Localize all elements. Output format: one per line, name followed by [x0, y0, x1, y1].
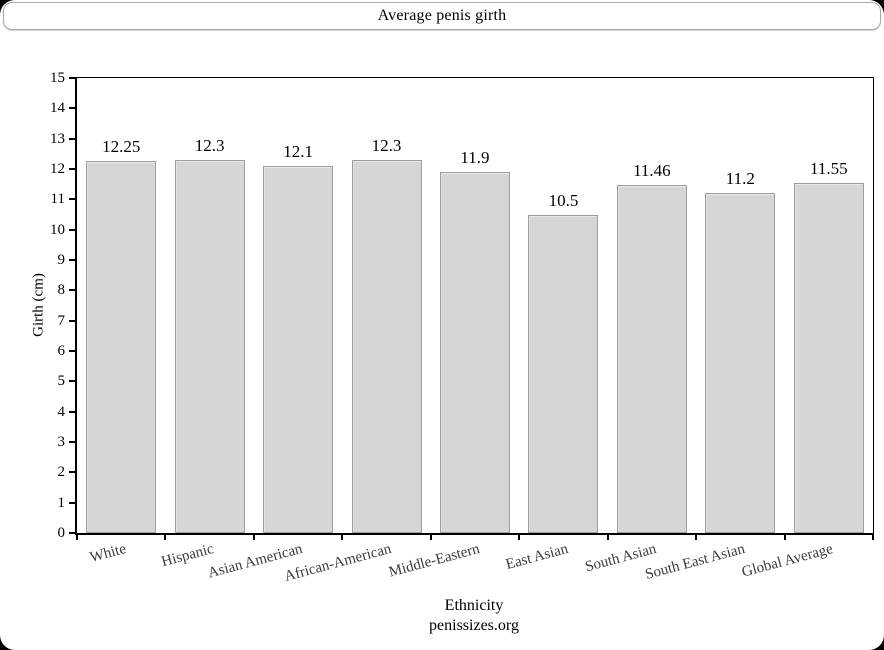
y-tick [69, 410, 77, 413]
y-tick-label: 2 [57, 464, 66, 481]
x-tick [518, 533, 521, 540]
y-tick [69, 289, 77, 292]
bar-value-label: 12.3 [371, 135, 402, 155]
bar [705, 193, 776, 533]
y-tick [69, 228, 77, 231]
y-tick-label: 11 [50, 191, 65, 208]
y-tick-label: 14 [50, 100, 65, 117]
y-tick [69, 380, 77, 383]
y-tick-label: 4 [57, 403, 66, 420]
y-tick-label: 10 [50, 221, 65, 238]
y-tick [69, 77, 77, 79]
x-category-label: South East Asian [643, 541, 747, 583]
bar [440, 172, 510, 533]
bar [793, 182, 864, 533]
bar-value-label: 10.5 [548, 190, 579, 210]
x-tick [341, 533, 344, 540]
x-tick [252, 533, 255, 540]
x-tick [76, 533, 78, 540]
bar [528, 214, 599, 533]
bar [86, 161, 157, 533]
y-tick-label: 12 [50, 161, 65, 177]
x-tick [783, 533, 786, 540]
y-tick-label: 8 [57, 282, 66, 299]
y-tick-label: 7 [57, 312, 66, 329]
bar-value-label: 11.2 [725, 169, 755, 189]
x-category-label: Global Average [740, 541, 835, 581]
y-tick [69, 350, 77, 352]
bar-value-label: 12.1 [283, 141, 313, 161]
bar-value-label: 11.46 [633, 161, 671, 181]
y-tick [69, 319, 77, 322]
y-tick-label: 1 [57, 494, 66, 511]
y-tick [69, 137, 77, 140]
x-tick [164, 533, 167, 540]
y-tick [69, 441, 77, 443]
bar-value-label: 12.25 [102, 137, 141, 157]
y-tick-label: 0 [57, 525, 66, 541]
y-tick [69, 198, 77, 201]
x-tick [429, 533, 432, 540]
y-tick [69, 501, 77, 504]
plot-area: 12.25 12.3 12.1 12.3 11.9 10.5 11.46 11.2 11.55 0… [50, 70, 874, 585]
y-tick-label: 15 [50, 70, 65, 86]
bar [263, 165, 334, 533]
y-tick-label: 13 [50, 130, 65, 147]
y-tick [69, 168, 77, 170]
x-tick [695, 533, 698, 540]
y-tick-label: 5 [57, 373, 66, 390]
bar [616, 185, 687, 533]
y-tick-label: 6 [57, 343, 66, 359]
x-category-label: East Asian [503, 541, 570, 573]
bar-value-label: 12.3 [194, 135, 225, 155]
y-tick [69, 107, 77, 110]
y-tick [69, 532, 77, 534]
source-text: penissizes.org [429, 617, 519, 634]
y-tick-label: 9 [57, 252, 66, 268]
x-tick [606, 533, 609, 540]
bar [174, 159, 245, 533]
chart-title: Average penis girth [377, 7, 507, 24]
x-axis-title: Ethnicity [444, 597, 504, 614]
x-category-label: Middle-Eastern [386, 541, 482, 581]
y-tick-label: 3 [57, 434, 66, 450]
bar-value-label: 11.55 [809, 158, 848, 178]
bar-value-label: 11.9 [460, 148, 490, 168]
title-bar: Average penis girth [3, 2, 881, 30]
bar [351, 159, 422, 533]
y-tick [69, 259, 77, 261]
y-tick [69, 471, 77, 474]
x-tick [872, 533, 874, 540]
x-axis-footer: Ethnicity penissizes.org [75, 596, 873, 636]
x-category-label: White [87, 541, 128, 566]
